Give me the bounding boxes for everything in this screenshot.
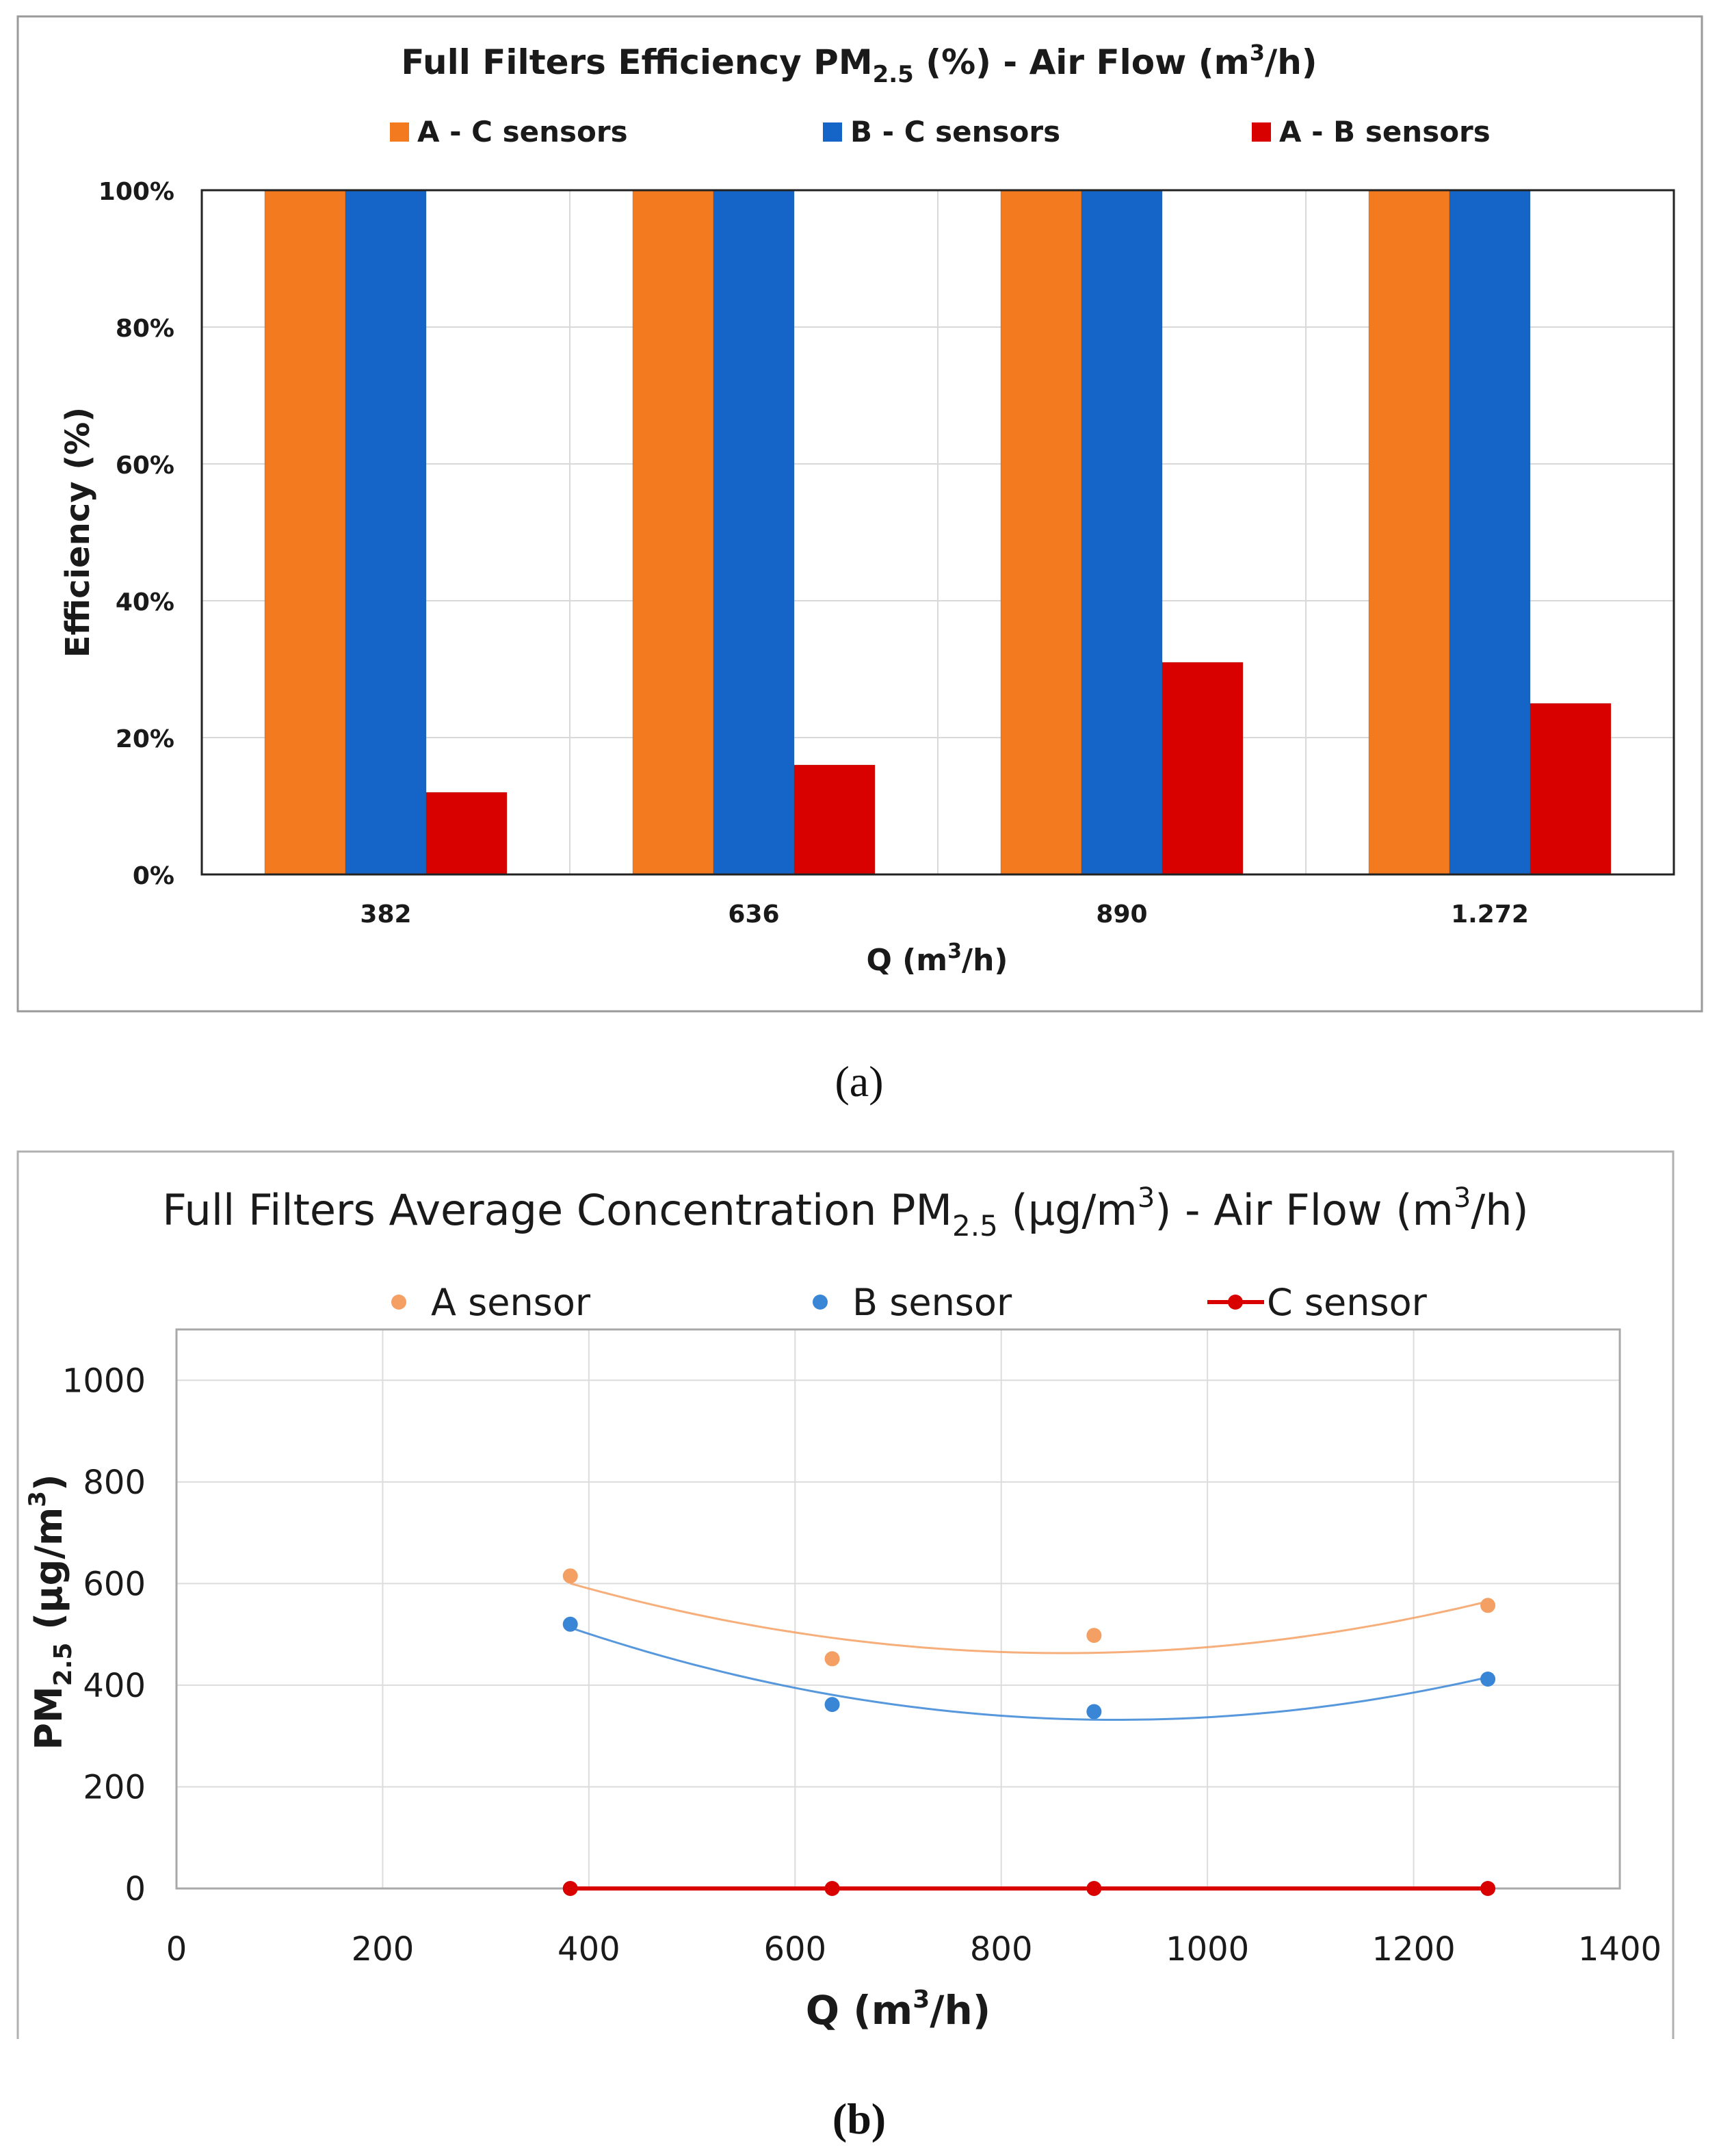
bar <box>713 190 795 875</box>
chart-a-x-axis-title: Q (m3/h) <box>866 939 1008 978</box>
data-point <box>562 1568 578 1584</box>
data-point <box>1086 1704 1102 1719</box>
chart-a-y-ticks: 0% 20% 40% 60% 80% 100% <box>99 178 174 890</box>
bar <box>425 792 508 875</box>
x-tick-label: 800 <box>970 1930 1033 1969</box>
y-tick-label: 600 <box>83 1565 146 1603</box>
y-tick-label: 0% <box>133 862 174 890</box>
legend-label-a-b: A - B sensors <box>1279 115 1491 148</box>
y-tick-label: 1000 <box>62 1362 146 1400</box>
chart-b-y-axis-title: PM2.5 (µg/m3) <box>24 1474 77 1750</box>
x-tick-label: 200 <box>352 1930 415 1969</box>
chart-b: Full Filters Average Concentration PM2.5… <box>16 1150 1675 2039</box>
chart-b-trendlines <box>570 1582 1488 1891</box>
chart-b-frame <box>16 1150 1675 2039</box>
chart-b-legend: A sensor B sensor C sensor <box>391 1281 1428 1324</box>
x-tick-label: 1400 <box>1578 1930 1662 1969</box>
x-tick-label: 0 <box>166 1930 187 1969</box>
x-tick-label: 890 <box>1096 900 1147 928</box>
chart-b-x-axis-title: Q (m3/h) <box>806 1986 991 2034</box>
data-point <box>562 1881 578 1896</box>
legend-label-a-sensor: A sensor <box>431 1281 591 1324</box>
data-point <box>824 1651 840 1667</box>
legend-label-c-sensor: C sensor <box>1267 1281 1428 1324</box>
chart-b-x-ticks: 0 200 400 600 800 1000 1200 1400 <box>166 1930 1662 1969</box>
data-point <box>824 1881 840 1896</box>
chart-a-legend: A - C sensors B - C sensors A - B sensor… <box>390 115 1491 148</box>
legend-label-a-c: A - C sensors <box>417 115 628 148</box>
y-tick-label: 20% <box>116 725 174 753</box>
legend-label-b-sensor: B sensor <box>852 1281 1012 1324</box>
chart-a-title: Full Filters Efficiency PM2.5 (%) - Air … <box>401 40 1317 88</box>
x-tick-label: 1000 <box>1166 1930 1249 1969</box>
bar <box>1449 190 1531 875</box>
data-point <box>562 1616 578 1632</box>
x-tick-label: 1200 <box>1372 1930 1455 1969</box>
panel-label-b: (b) <box>832 2094 886 2143</box>
bar <box>632 190 714 875</box>
chart-b-title: Full Filters Average Concentration PM2.5… <box>162 1182 1528 1243</box>
data-point <box>1480 1671 1496 1687</box>
bar <box>1081 190 1163 875</box>
legend-marker-a-sensor <box>391 1295 406 1310</box>
bar <box>1162 662 1244 875</box>
data-point <box>1480 1881 1496 1896</box>
legend-swatch-b-c <box>823 122 842 142</box>
chart-a-plot-border <box>200 189 1675 876</box>
data-point <box>1480 1598 1496 1613</box>
x-tick-label: 1.272 <box>1451 900 1529 928</box>
bar <box>264 190 346 875</box>
legend-marker-b-sensor <box>813 1295 828 1310</box>
y-tick-label: 100% <box>99 178 174 206</box>
bar <box>1368 190 1450 875</box>
chart-a-bars <box>264 190 1612 875</box>
x-tick-label: 636 <box>728 900 779 928</box>
y-tick-label: 40% <box>116 588 174 616</box>
chart-b-points <box>562 1568 1496 1896</box>
y-tick-label: 0 <box>124 1870 146 1908</box>
bar <box>345 190 427 875</box>
data-point <box>1086 1628 1102 1644</box>
chart-b-y-ticks: 0 200 400 600 800 1000 <box>62 1362 146 1908</box>
x-tick-label: 600 <box>763 1930 826 1969</box>
chart-a: Full Filters Efficiency PM2.5 (%) - Air … <box>16 15 1703 1013</box>
data-point <box>824 1697 840 1713</box>
chart-a-x-ticks: 382 636 890 1.272 <box>360 900 1529 928</box>
chart-a-y-axis-title: Efficiency (%) <box>59 407 97 658</box>
x-tick-label: 382 <box>360 900 411 928</box>
x-tick-label: 400 <box>557 1930 620 1969</box>
trendline-a-sensor <box>570 1582 1488 1654</box>
legend-swatch-a-b <box>1252 122 1271 142</box>
data-point <box>1086 1881 1102 1896</box>
legend-label-b-c: B - C sensors <box>850 115 1060 148</box>
legend-marker-c-sensor <box>1228 1295 1243 1310</box>
chart-b-gridlines <box>176 1329 1620 1890</box>
trendline-b-sensor <box>570 1626 1488 1721</box>
bar <box>1000 190 1082 875</box>
y-tick-label: 80% <box>116 315 174 343</box>
bar <box>793 764 876 875</box>
bar <box>1530 703 1612 875</box>
y-tick-label: 400 <box>83 1667 146 1705</box>
y-tick-label: 60% <box>116 452 174 480</box>
chart-b-plot-border <box>175 1328 1621 1890</box>
y-tick-label: 200 <box>83 1768 146 1806</box>
y-tick-label: 800 <box>83 1464 146 1502</box>
legend-swatch-a-c <box>390 122 409 142</box>
panel-label-a: (a) <box>835 1057 883 1106</box>
